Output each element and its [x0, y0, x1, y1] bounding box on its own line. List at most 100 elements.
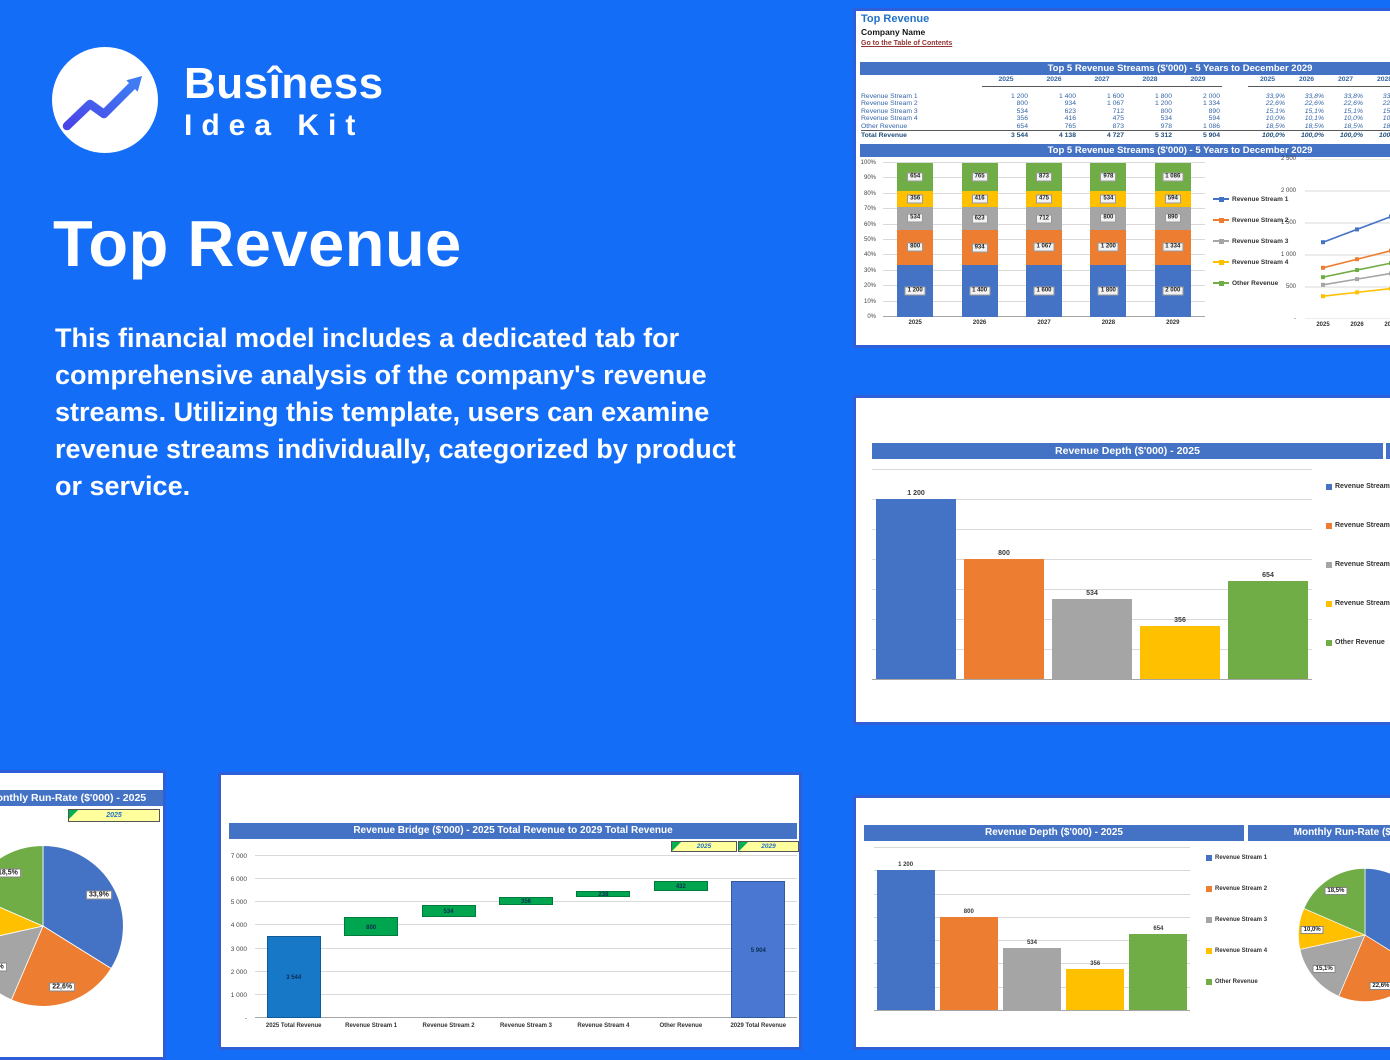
year-header: 2026 [1030, 76, 1078, 87]
legend-item: Revenue Stream 4 [1326, 599, 1390, 608]
bar-value-label: 654 [1153, 925, 1164, 932]
data-point-marker [1355, 290, 1359, 295]
year-from-filter-box[interactable]: 2025 [671, 841, 737, 852]
legend-line-icon [1213, 217, 1229, 223]
segment-value-label: 1 400 [969, 286, 991, 296]
table-value: 765 [1064, 122, 1076, 130]
pie-value-label: 15,1% [0, 962, 7, 972]
table-value: 1 600 [1106, 93, 1124, 100]
bar-1 [875, 499, 957, 679]
y-tick-label: 6 000 [230, 876, 247, 884]
x-tick-label: Revenue Stream 1 [345, 1023, 398, 1029]
table-value: 800 [1016, 100, 1028, 108]
table-value: 416 [1064, 115, 1076, 123]
section-banner-revenue-depth: Revenue Depth ($'000) - 2025 [864, 825, 1244, 841]
segment-value-label: 890 [1164, 213, 1181, 223]
table-value: 800 [1160, 107, 1172, 115]
table-percent: 10,0% [1343, 115, 1363, 123]
legend-item: Other Revenue [1213, 279, 1288, 287]
legend-swatch-icon [1326, 561, 1332, 568]
gridline [872, 559, 1312, 560]
y-tick-label: 30% [863, 267, 876, 274]
legend-swatch-icon [1326, 522, 1332, 529]
segment-value-label: 1 600 [1033, 286, 1055, 296]
table-percent: 33,9% [1382, 93, 1390, 100]
legend-item: Revenue Stream 3 [1326, 560, 1390, 569]
waterfall-value-label: 432 [675, 884, 686, 891]
table-value: 978 [1160, 122, 1172, 130]
bar-4 [1066, 968, 1125, 1010]
table-of-contents-link[interactable]: Go to the Table of Contents [861, 40, 953, 47]
legend-swatch-icon [1206, 886, 1212, 892]
segment-value-label: 800 [1100, 213, 1117, 223]
total-percent: 100,0% [1248, 129, 1287, 139]
x-tick-label: 2026 [972, 320, 987, 326]
year-filter-box[interactable]: 2025 [68, 809, 160, 822]
waterfall-value-label: 534 [443, 909, 454, 916]
bar-3 [1051, 598, 1133, 679]
data-point-marker [1321, 265, 1325, 270]
table-percent: 33,8% [1304, 93, 1324, 100]
gridline [255, 878, 797, 880]
legend-line-icon [1213, 238, 1229, 244]
legend-marker-icon [1219, 217, 1224, 223]
x-tick-label: 2029 [1166, 320, 1180, 326]
monthly-run-rate-panel: Monthly Run-Rate ($'000) - 2025 2025 33,… [0, 770, 166, 1060]
table-value: 1 800 [1154, 93, 1172, 100]
legend-label: Revenue Stream 3 [1232, 237, 1289, 245]
y-tick-label: 2 000 [1280, 188, 1296, 194]
segment-value-label: 1 800 [1097, 286, 1119, 296]
year-to-filter-box[interactable]: 2029 [738, 841, 799, 852]
data-point-marker [1355, 227, 1359, 232]
total-percent: 100,0% [1326, 129, 1365, 139]
row-label: Other Revenue [861, 122, 908, 130]
y-tick-label: 1 500 [1280, 220, 1296, 226]
chart-legend: Revenue Stream 1 Revenue Stream 2 Revenue … [1213, 195, 1288, 300]
waterfall-bar-4 [499, 896, 553, 906]
y-tick-label: 1 000 [1280, 252, 1296, 258]
legend-label: Revenue Stream 2 [1232, 216, 1289, 224]
segment-value-label: 594 [1164, 194, 1181, 204]
legend-label: Revenue Stream 4 [1215, 948, 1268, 954]
pie-value-label: 10,0% [1300, 925, 1324, 934]
y-tick-label: 0% [867, 314, 876, 320]
table-percent: 10,0% [1265, 115, 1285, 123]
revenue-bridge-panel: Revenue Bridge ($'000) - 2025 Total Reve… [218, 772, 802, 1050]
data-point-marker [1321, 294, 1325, 299]
table-value: 934 [1064, 100, 1076, 108]
table-corner [861, 76, 982, 87]
waterfall-chart-revenue-bridge: 3 544 800 534 356 238 432 5 904 [255, 855, 797, 1018]
bar-5 [1227, 580, 1309, 679]
bar-value-label: 1 200 [907, 490, 925, 497]
data-point-marker [1355, 277, 1359, 282]
legend-item: Revenue Stream 4 [1206, 947, 1267, 955]
stacked-chart-y-axis: 0% 10% 20% 30% 40% 50% 60% 70% 80% 90% 100% [856, 160, 879, 323]
bar-chart-revenue-depth: 1 200 800 534 356 654 [874, 847, 1190, 1011]
gridline [872, 499, 1312, 500]
x-tick-label: 2028 [1101, 320, 1116, 326]
page-description: This financial model includes a dedicate… [55, 323, 736, 501]
legend-item: Revenue Stream 3 [1206, 916, 1267, 924]
section-banner-revenue-streams-table: Top 5 Revenue Streams ($'000) - 5 Years … [860, 62, 1390, 75]
data-point-marker [1321, 275, 1325, 280]
y-tick-label: 3 000 [230, 945, 247, 953]
row-label: Revenue Stream 3 [861, 107, 918, 115]
y-tick-label: - [244, 1015, 247, 1022]
bar-4 [1139, 625, 1221, 679]
table-value: 1 200 [1154, 100, 1172, 108]
table-percent: 18,5% [1304, 122, 1324, 130]
segment-value-label: 1 334 [1162, 242, 1184, 252]
waterfall-bar-5 [576, 891, 631, 897]
y-tick-label: 500 [1285, 284, 1296, 290]
legend-item: Other Revenue [1326, 638, 1390, 647]
table-value: 534 [1160, 115, 1172, 123]
pct-year-header: 2028 [1365, 76, 1390, 87]
total-value: 4 138 [1030, 129, 1078, 139]
segment-value-label: 765 [971, 172, 988, 182]
legend-label: Revenue Stream 4 [1232, 258, 1289, 266]
total-percent: 100,0% [1365, 129, 1390, 139]
bar-value-label: 356 [1174, 616, 1186, 624]
table-value: 890 [1208, 107, 1220, 115]
waterfall-value-label: 356 [520, 899, 531, 905]
